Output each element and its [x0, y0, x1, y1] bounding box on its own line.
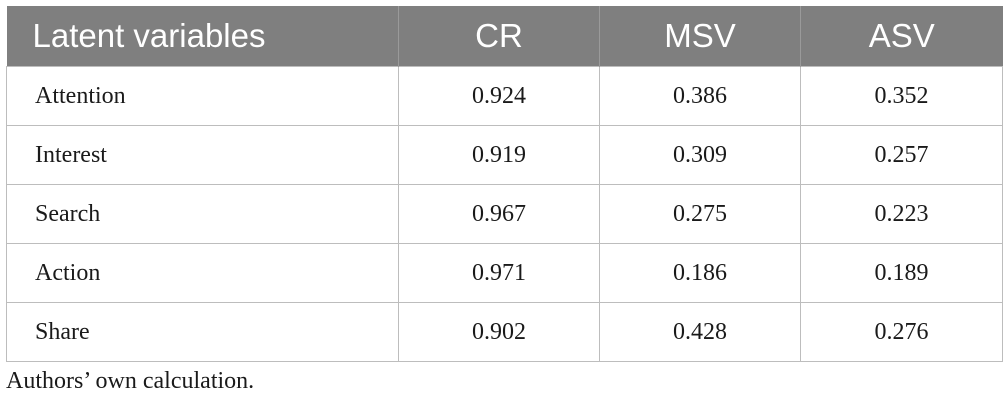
header-asv: ASV — [800, 6, 1003, 67]
header-cr: CR — [398, 6, 600, 67]
cell-msv: 0.309 — [599, 125, 801, 185]
cell-msv: 0.186 — [599, 243, 801, 303]
cell-cr: 0.967 — [398, 184, 600, 244]
cell-cr: 0.924 — [398, 66, 600, 126]
cell-cr: 0.902 — [398, 302, 600, 362]
header-row: Latent variables CR MSV ASV — [6, 6, 1003, 67]
cell-asv: 0.189 — [800, 243, 1003, 303]
cell-msv: 0.386 — [599, 66, 801, 126]
table-row: Interest 0.919 0.309 0.257 — [6, 125, 1003, 185]
results-table-container: Latent variables CR MSV ASV Attention 0.… — [6, 6, 1003, 362]
cell-cr: 0.919 — [398, 125, 600, 185]
table-row: Action 0.971 0.186 0.189 — [6, 243, 1003, 303]
table-header: Latent variables CR MSV ASV — [6, 6, 1003, 67]
cell-asv: 0.276 — [800, 302, 1003, 362]
table-row: Search 0.967 0.275 0.223 — [6, 184, 1003, 244]
latent-variables-table: Latent variables CR MSV ASV Attention 0.… — [6, 6, 1003, 362]
cell-cr: 0.971 — [398, 243, 600, 303]
table-footnote: Authors’ own calculation. — [6, 368, 255, 394]
table-row: Attention 0.924 0.386 0.352 — [6, 66, 1003, 126]
table-row: Share 0.902 0.428 0.276 — [6, 302, 1003, 362]
table-body: Attention 0.924 0.386 0.352 Interest 0.9… — [6, 66, 1003, 362]
cell-variable-name: Share — [6, 302, 399, 362]
header-latent-variables: Latent variables — [6, 6, 399, 67]
cell-asv: 0.352 — [800, 66, 1003, 126]
cell-asv: 0.257 — [800, 125, 1003, 185]
cell-msv: 0.275 — [599, 184, 801, 244]
cell-msv: 0.428 — [599, 302, 801, 362]
cell-asv: 0.223 — [800, 184, 1003, 244]
cell-variable-name: Attention — [6, 66, 399, 126]
cell-variable-name: Interest — [6, 125, 399, 185]
header-msv: MSV — [599, 6, 801, 67]
cell-variable-name: Action — [6, 243, 399, 303]
cell-variable-name: Search — [6, 184, 399, 244]
